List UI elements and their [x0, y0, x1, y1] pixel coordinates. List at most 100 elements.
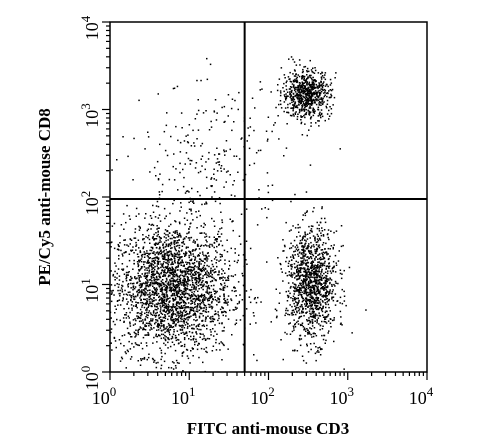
event-dot: [163, 249, 165, 252]
event-dot: [144, 275, 146, 278]
event-dot: [274, 308, 277, 310]
event-dot: [219, 288, 221, 290]
event-dot: [287, 265, 290, 267]
event-dot: [195, 273, 197, 276]
event-dot: [193, 269, 195, 271]
event-dot: [180, 314, 183, 316]
event-dot: [143, 289, 145, 291]
event-dot: [315, 91, 317, 94]
event-dot: [194, 167, 197, 169]
event-dot: [154, 243, 157, 245]
event-dot: [341, 324, 343, 326]
event-dot: [282, 250, 284, 252]
event-dot: [302, 90, 305, 92]
event-dot: [171, 263, 173, 265]
event-dot: [163, 207, 166, 210]
event-dot: [336, 300, 339, 302]
event-dot: [184, 237, 186, 240]
event-dot: [306, 81, 308, 83]
event-dot: [296, 350, 299, 352]
event-dot: [161, 289, 164, 291]
event-dot: [304, 99, 306, 102]
event-dot: [305, 111, 308, 114]
event-dot: [138, 229, 141, 231]
event-dot: [303, 114, 305, 117]
event-dot: [155, 292, 158, 294]
event-dot: [219, 308, 222, 311]
event-dot: [205, 110, 207, 112]
event-dot: [314, 292, 316, 295]
event-dot: [310, 328, 313, 330]
event-dot: [199, 258, 202, 261]
event-dot: [331, 319, 334, 322]
event-dot: [111, 292, 113, 294]
event-dot: [303, 110, 306, 112]
event-dot: [290, 256, 292, 258]
event-dot: [114, 262, 116, 264]
event-dot: [314, 67, 316, 69]
event-dot: [302, 70, 304, 73]
event-dot: [249, 126, 252, 128]
event-dot: [304, 123, 306, 125]
event-dot: [322, 296, 324, 298]
event-dot: [339, 296, 342, 299]
event-dot: [170, 283, 172, 286]
event-dot: [278, 138, 280, 140]
event-dot: [307, 287, 309, 290]
event-dot: [184, 271, 186, 273]
event-dot: [307, 92, 309, 95]
event-dot: [310, 305, 313, 307]
event-dot: [161, 290, 163, 293]
event-dot: [194, 241, 196, 243]
event-dot: [309, 112, 311, 114]
event-dot: [125, 279, 128, 282]
event-dot: [183, 176, 185, 179]
event-dot: [209, 296, 211, 299]
event-dot: [325, 288, 327, 291]
event-dot: [130, 295, 132, 297]
event-dot: [148, 353, 150, 355]
event-dot: [321, 252, 323, 254]
event-dot: [190, 252, 192, 254]
event-dot: [213, 290, 215, 292]
event-dot: [128, 340, 130, 343]
event-dot: [330, 95, 333, 97]
event-dot: [317, 96, 320, 99]
event-dot: [317, 72, 320, 74]
event-dot: [152, 204, 154, 207]
event-dot: [222, 311, 224, 313]
event-dot: [159, 260, 161, 263]
event-dot: [325, 275, 327, 277]
event-dot: [167, 337, 170, 339]
event-dot: [319, 278, 321, 281]
event-dot: [190, 294, 193, 296]
event-dot: [156, 263, 159, 265]
event-dot: [149, 289, 151, 291]
event-dot: [194, 314, 197, 316]
event-dot: [143, 298, 145, 300]
event-dot: [208, 246, 211, 248]
event-dot: [288, 78, 290, 80]
event-dot: [166, 286, 168, 289]
event-dot: [216, 300, 218, 302]
event-dot: [204, 304, 206, 307]
event-dot: [291, 305, 293, 308]
event-dot: [193, 290, 196, 293]
event-dot: [189, 362, 191, 364]
event-dot: [217, 319, 219, 322]
event-dot: [174, 306, 176, 308]
event-dot: [173, 284, 175, 286]
event-dot: [184, 280, 187, 282]
event-dot: [192, 274, 194, 276]
event-dot: [197, 275, 200, 277]
event-dot: [348, 266, 351, 269]
event-dot: [303, 91, 306, 93]
event-dot: [138, 278, 140, 280]
event-dot: [211, 300, 213, 303]
event-dot: [158, 194, 161, 196]
event-dot: [196, 227, 198, 229]
event-dot: [131, 295, 133, 297]
event-dot: [166, 299, 168, 301]
event-dot: [181, 272, 183, 274]
event-dot: [317, 270, 319, 273]
